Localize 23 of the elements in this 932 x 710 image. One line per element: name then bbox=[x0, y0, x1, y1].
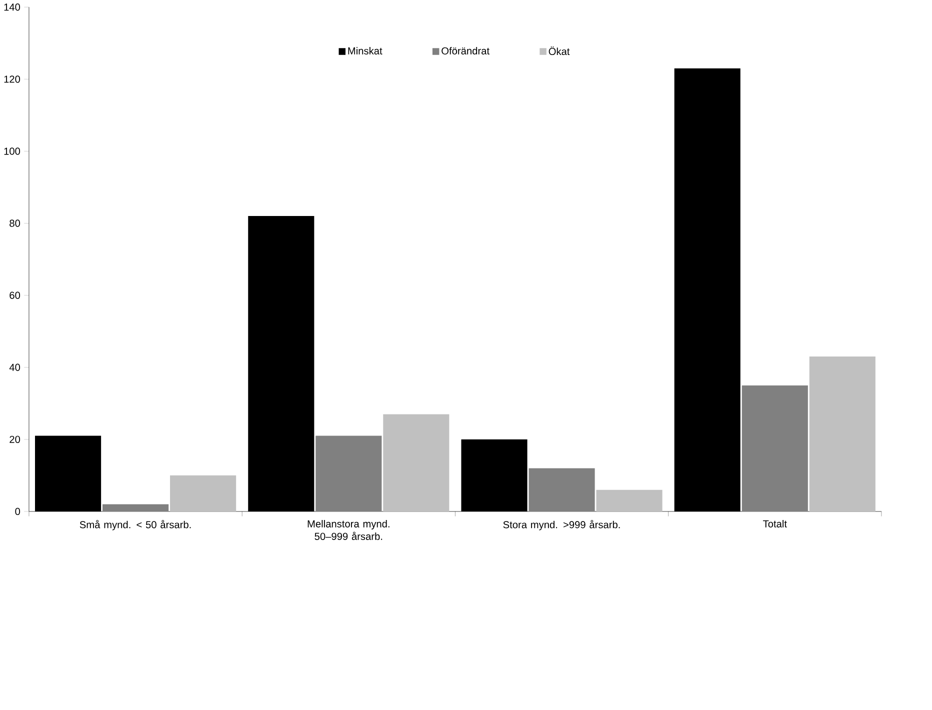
y-tick-label: 100 bbox=[4, 148, 20, 156]
y-tick-label: 140 bbox=[4, 4, 20, 11]
bar bbox=[383, 414, 450, 512]
legend-label: Oförändrat bbox=[442, 47, 490, 55]
y-tick-label: 40 bbox=[9, 364, 20, 372]
legend-label: Ökat bbox=[548, 46, 570, 56]
bar bbox=[596, 490, 662, 512]
x-tick-label: Små mynd. < 50 årsarb. bbox=[80, 520, 191, 530]
y-tick-label: 20 bbox=[10, 436, 20, 444]
x-tick-label: Mellanstora mynd. 50–999 årsarb. bbox=[308, 520, 390, 540]
y-tick-label: 80 bbox=[10, 220, 20, 228]
bar bbox=[742, 386, 808, 512]
bar bbox=[102, 504, 169, 512]
bar bbox=[809, 356, 876, 512]
x-tick-label: Stora mynd. >999 årsarb. bbox=[503, 520, 620, 530]
bar bbox=[528, 468, 595, 512]
y-tick-label: 60 bbox=[10, 292, 20, 300]
bar bbox=[316, 436, 382, 512]
x-tick-label: Totalt bbox=[763, 520, 787, 528]
legend-label: Minskat bbox=[348, 47, 382, 55]
y-tick-label: 120 bbox=[4, 76, 20, 83]
y-tick-label: 0 bbox=[15, 508, 20, 516]
bar bbox=[170, 476, 236, 512]
